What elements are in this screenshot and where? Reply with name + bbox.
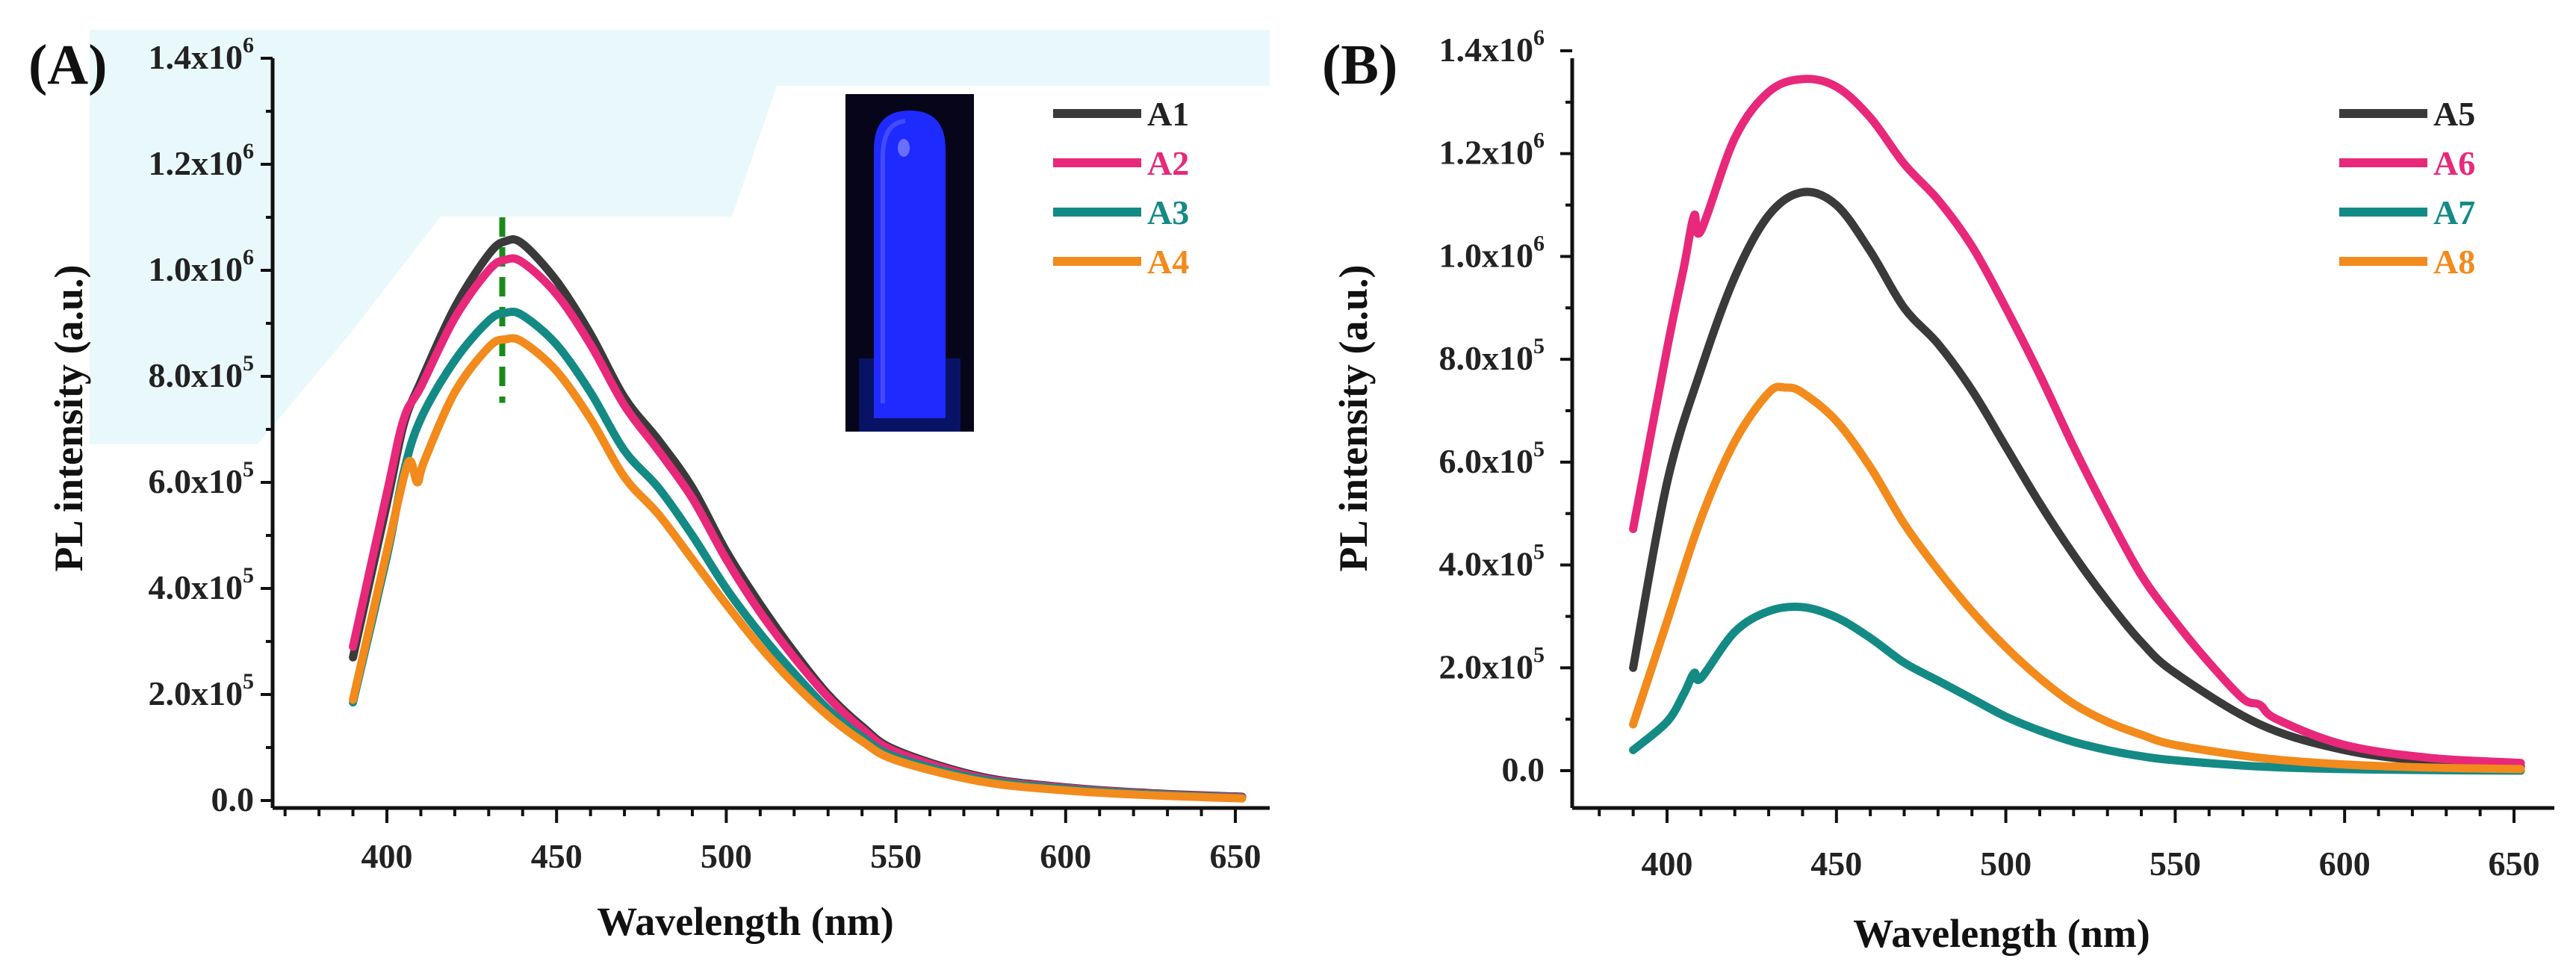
y-tick-label: 0.0 [1502,750,1545,789]
panel-b-y-axis-title: PL intensity (a.u.) [1331,264,1376,571]
panel-a-x-tick-labels: 400 450 500 550 600 650 [361,837,1261,875]
y-tick-label: 1.0x106 [149,245,255,288]
panel-a-series [349,235,1247,803]
legend-label-a5: A5 [2433,95,2475,133]
panel-b-series [1629,75,2525,775]
panel-a-x-axis-title: Wavelength (nm) [597,899,894,944]
series-line-a6 [1629,75,2525,768]
series-line-a8 [1629,382,2525,774]
y-tick-label: 6.0x105 [149,457,255,500]
y-tick-exponent: 6 [1533,25,1545,50]
y-tick-base: 8.0x10 [149,356,243,394]
y-tick-exponent: 5 [243,457,254,482]
panel-b-label: (B) [1322,34,1397,96]
panel-a-y-tick-labels: 0.02.0x1054.0x1056.0x1058.0x1051.0x1061.… [149,33,255,818]
y-tick-base: 6.0x10 [1439,442,1534,480]
legend-label-a8: A8 [2433,243,2475,281]
panel-a-legend: A1 A2 A3 A4 [1053,95,1189,281]
series-line-a7 [1629,603,2525,775]
panel-b-legend: A5 A6 A7 A8 [2339,95,2475,281]
y-tick-base: 1.4x10 [1439,31,1534,69]
series-line-a3 [349,307,1247,802]
legend-label-a1: A1 [1147,95,1189,133]
y-tick-exponent: 5 [1533,642,1545,667]
y-tick-base: 6.0x10 [149,462,243,500]
y-tick-exponent: 6 [1533,128,1545,153]
panel-a-label: (A) [28,34,108,96]
x-tick-label: 400 [1642,845,1693,883]
panel-b-x-axis-title: Wavelength (nm) [1853,911,2150,956]
y-tick-exponent: 5 [243,669,254,694]
y-tick-exponent: 6 [243,139,254,164]
y-tick-base: 4.0x10 [1439,545,1534,583]
y-tick-base: 8.0x10 [1439,339,1534,377]
y-tick-base: 1.2x10 [1439,134,1534,172]
x-tick-label: 600 [2319,845,2371,883]
x-tick-label: 600 [1040,837,1091,875]
x-tick-label: 500 [1980,845,2032,883]
y-tick-exponent: 6 [243,245,254,270]
x-tick-label: 400 [361,837,413,875]
series-line-a5 [1629,187,2525,771]
y-tick-base: 1.0x10 [1439,236,1534,274]
x-tick-label: 650 [1210,837,1261,875]
y-tick-base: 1.2x10 [149,144,243,182]
panel-a-y-axis-title: PL intensity (a.u.) [46,264,91,571]
y-tick-exponent: 5 [243,563,254,588]
x-tick-label: 450 [1810,845,1862,883]
y-tick-label: 1.4x106 [1439,25,1545,69]
y-tick-label: 1.4x106 [149,33,255,76]
y-tick-exponent: 6 [243,33,254,58]
y-tick-base: 2.0x10 [1439,647,1534,686]
x-tick-label: 550 [2150,845,2201,883]
y-tick-label: 6.0x105 [1439,437,1545,480]
x-tick-label: 450 [531,837,583,875]
y-tick-base: 4.0x10 [149,568,243,606]
y-tick-base: 0.0 [211,780,255,818]
vial-icon [874,111,946,418]
x-tick-label: 650 [2489,845,2540,883]
legend-label-a3: A3 [1147,193,1189,231]
y-tick-base: 1.0x10 [149,250,243,288]
series-line-a2 [349,254,1247,802]
panel-a-axes [261,57,1270,823]
y-tick-label: 1.2x106 [149,139,255,182]
y-tick-exponent: 5 [1533,540,1545,565]
legend-label-a7: A7 [2433,193,2475,231]
y-tick-label: 8.0x105 [1439,334,1545,377]
panel-b-x-tick-labels: 400 450 500 550 600 650 [1642,845,2540,883]
y-tick-exponent: 5 [1533,437,1545,461]
y-tick-label: 8.0x105 [149,351,255,394]
y-tick-label: 4.0x105 [1439,540,1545,583]
y-tick-label: 0.0 [211,780,255,818]
panel-b-y-tick-labels: 0.02.0x1054.0x1056.0x1058.0x1051.0x1061.… [1439,25,1545,789]
y-tick-base: 1.4x10 [149,38,243,76]
x-tick-label: 550 [870,837,922,875]
y-tick-base: 0.0 [1502,750,1545,789]
y-tick-base: 2.0x10 [149,674,243,712]
legend-label-a4: A4 [1147,243,1189,281]
y-tick-label: 2.0x105 [1439,642,1545,686]
panel-b: (B) 0.02.0x1054.0x1056.0x1058.0x1051.0x1… [1322,25,2554,956]
y-tick-exponent: 5 [1533,334,1545,358]
y-tick-label: 2.0x105 [149,669,255,712]
inset-vial-photo [845,94,974,432]
legend-label-a6: A6 [2433,144,2475,182]
y-tick-label: 1.2x106 [1439,128,1545,172]
panel-a-background-tint [90,30,1270,444]
series-line-a4 [349,334,1247,803]
panel-a: (A) 0.02.0x1054.0x1056.0x1058.0x1051.0x1… [28,33,1270,944]
legend-label-a2: A2 [1147,144,1189,182]
y-tick-label: 1.0x106 [1439,231,1545,274]
y-tick-exponent: 6 [1533,231,1545,255]
y-tick-label: 4.0x105 [149,563,255,606]
x-tick-label: 500 [701,837,752,875]
panel-b-axes [1560,49,2554,823]
y-tick-exponent: 5 [243,351,254,376]
